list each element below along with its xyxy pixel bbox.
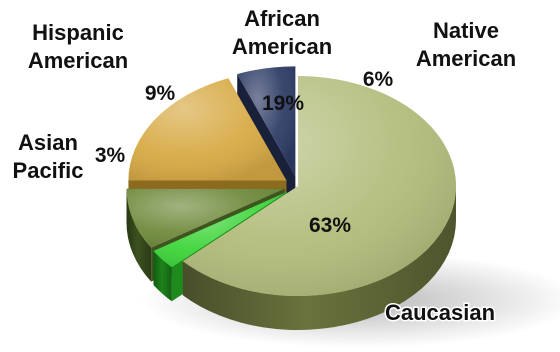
slice-value-label: 3%: [95, 144, 126, 167]
pie-slice-shine: [126, 188, 285, 248]
pie-slice-shine: [153, 192, 287, 268]
pie-slice-shine: [237, 66, 296, 177]
slice-value-label: 9%: [145, 82, 176, 105]
pie-slice-side-shade: [182, 186, 457, 330]
pie-slice-shine: [128, 78, 287, 181]
slice-value-label: 6%: [363, 68, 394, 91]
slice-category-label: Hispanic American: [28, 20, 128, 73]
slice-category-label: Asian Pacific: [13, 130, 84, 183]
pie-slice-shine: [182, 76, 457, 296]
slice-value-label: 19%: [262, 92, 304, 115]
slice-category-label: Native American: [416, 18, 516, 71]
pie-slice-side-shade: [153, 250, 172, 302]
pie-slice-side-shade: [126, 188, 152, 282]
slice-category-label: African American: [232, 6, 332, 59]
slice-category-label: Caucasian: [385, 300, 495, 325]
slice-value-label: 63%: [309, 214, 351, 237]
